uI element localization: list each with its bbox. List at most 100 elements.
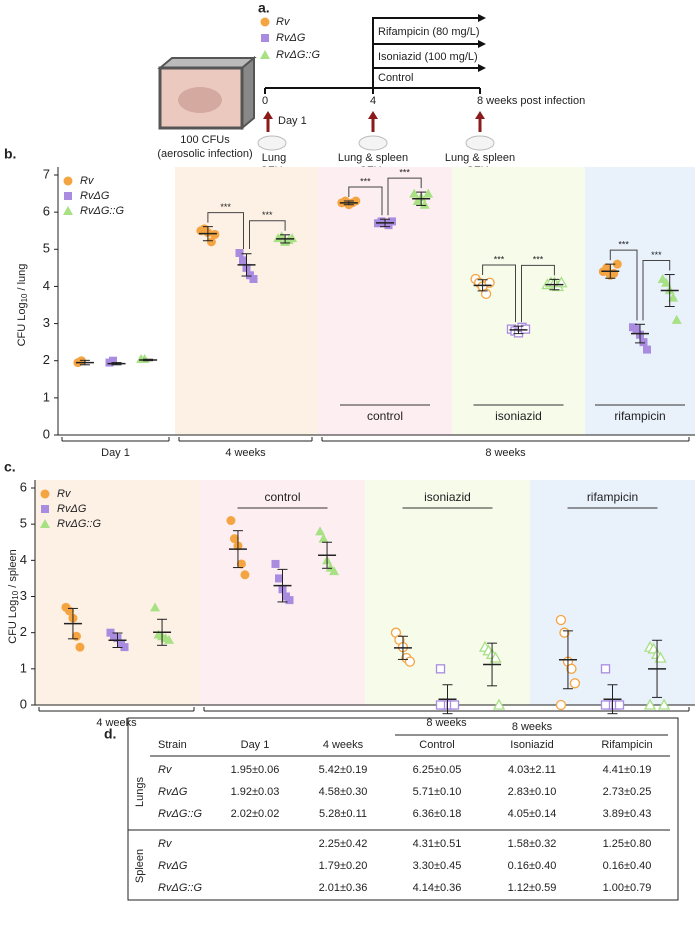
panel-label: d. xyxy=(104,726,116,742)
data-point xyxy=(435,664,446,674)
table-cell: 1.92±0.03 xyxy=(231,786,280,798)
y-axis-label-text: CFU Log xyxy=(16,302,28,346)
table-cell: 1.25±0.80 xyxy=(603,838,652,850)
data-point xyxy=(206,237,216,247)
treatment-label: isoniazid xyxy=(424,490,471,504)
mouse-icon xyxy=(178,87,222,113)
column-shade xyxy=(58,167,175,435)
data-point xyxy=(661,277,672,287)
data-point xyxy=(555,614,567,626)
treatment-label: control xyxy=(264,490,300,504)
data-point xyxy=(668,292,679,302)
table-cell: 3.89±0.43 xyxy=(603,808,652,820)
legend-label: RvΔG xyxy=(57,503,87,515)
period-label: 4 weeks xyxy=(96,717,137,729)
table-cell: 5.28±0.11 xyxy=(319,808,367,820)
significance-label: *** xyxy=(618,240,629,250)
data-point xyxy=(276,231,287,241)
arrow-head xyxy=(478,40,486,48)
table-cell: 4.41±0.19 xyxy=(603,764,652,776)
data-point xyxy=(480,288,492,300)
data-point xyxy=(643,698,657,710)
table-cell: 1.58±0.32 xyxy=(508,838,557,850)
table-cell: 6.25±0.05 xyxy=(413,764,462,776)
data-point xyxy=(75,642,85,652)
arrow-head xyxy=(478,14,486,22)
data-point xyxy=(654,651,667,663)
y-axis-label-sub: 10 xyxy=(11,590,20,599)
span-header: 8 weeks xyxy=(512,721,553,733)
y-axis-label-text: CFU Log xyxy=(7,600,19,644)
table-cell: 4.03±2.11 xyxy=(508,764,556,776)
table-cell: 2.73±0.25 xyxy=(603,786,652,798)
column-shade xyxy=(318,167,452,435)
y-tick-label: 5 xyxy=(20,516,27,531)
table-cell: 2.83±0.10 xyxy=(508,786,557,798)
data-point xyxy=(435,700,446,710)
legend-label: Rv xyxy=(57,488,72,500)
treatment-label: Rifampicin (80 mg/L) xyxy=(378,26,479,38)
y-axis-label-sub: 10 xyxy=(20,293,29,302)
significance-bracket xyxy=(642,260,671,321)
column-header: Rifampicin xyxy=(601,739,652,751)
period-label: Day 1 xyxy=(101,447,130,459)
y-tick-label: 5 xyxy=(43,241,50,256)
data-point xyxy=(657,698,671,710)
table-cell: 4.14±0.36 xyxy=(413,882,462,894)
data-point xyxy=(318,533,329,543)
y-tick-label: 0 xyxy=(43,426,50,441)
column-header: Strain xyxy=(158,739,187,751)
data-point xyxy=(239,256,247,265)
strain-name: Rv xyxy=(158,838,173,850)
y-tick-label: 6 xyxy=(20,479,27,494)
treatment-label: rifampicin xyxy=(587,490,638,504)
significance-label: *** xyxy=(360,176,371,186)
data-point xyxy=(150,602,161,612)
timeline-label: 0 xyxy=(262,95,268,107)
mice xyxy=(257,135,495,151)
table-cell: 2.25±0.42 xyxy=(319,838,368,850)
legend-marker xyxy=(63,206,73,215)
treatment-label: Control xyxy=(378,72,413,84)
data-point xyxy=(226,516,236,526)
legend-label: RvΔG xyxy=(276,32,306,44)
legend-label: Rv xyxy=(80,175,95,187)
legend-label: RvΔG::G xyxy=(57,518,101,530)
significance-bracket xyxy=(348,186,383,216)
y-tick-label: 2 xyxy=(43,352,50,367)
legend-marker xyxy=(41,505,49,513)
data-point xyxy=(409,188,420,198)
table-cell: 2.01±0.36 xyxy=(319,882,368,894)
table-cell: 5.42±0.19 xyxy=(319,764,368,776)
data-point xyxy=(275,574,283,583)
data-point xyxy=(240,570,250,580)
data-point xyxy=(566,663,577,674)
data-point xyxy=(249,275,258,283)
significance-label: *** xyxy=(533,255,544,265)
infection-dose: 100 CFUs xyxy=(180,134,230,146)
column-shade xyxy=(175,167,318,435)
readout: Lung xyxy=(262,152,286,164)
column-header: Day 1 xyxy=(241,739,270,751)
group-label: Lungs xyxy=(134,777,146,807)
strain-name: RvΔG xyxy=(158,786,188,798)
significance-bracket xyxy=(609,249,638,321)
y-tick-label: 0 xyxy=(20,696,27,711)
column-shade xyxy=(585,167,695,435)
readout: Lung & spleen xyxy=(445,152,515,164)
significance-label: *** xyxy=(399,167,410,177)
data-point xyxy=(120,643,129,652)
data-point xyxy=(404,656,416,667)
significance-label: *** xyxy=(494,254,505,264)
treatment-label: Isoniazid (100 mg/L) xyxy=(378,51,478,63)
data-point xyxy=(602,263,612,273)
strain-name: Rv xyxy=(158,764,173,776)
significance-bracket xyxy=(482,264,516,323)
legend-marker xyxy=(63,176,73,186)
data-point xyxy=(229,534,239,544)
data-point xyxy=(388,217,396,226)
table-cell: 4.58±0.30 xyxy=(319,786,368,798)
significance-bracket xyxy=(249,220,286,249)
data-point xyxy=(492,698,506,710)
data-point xyxy=(235,249,244,257)
